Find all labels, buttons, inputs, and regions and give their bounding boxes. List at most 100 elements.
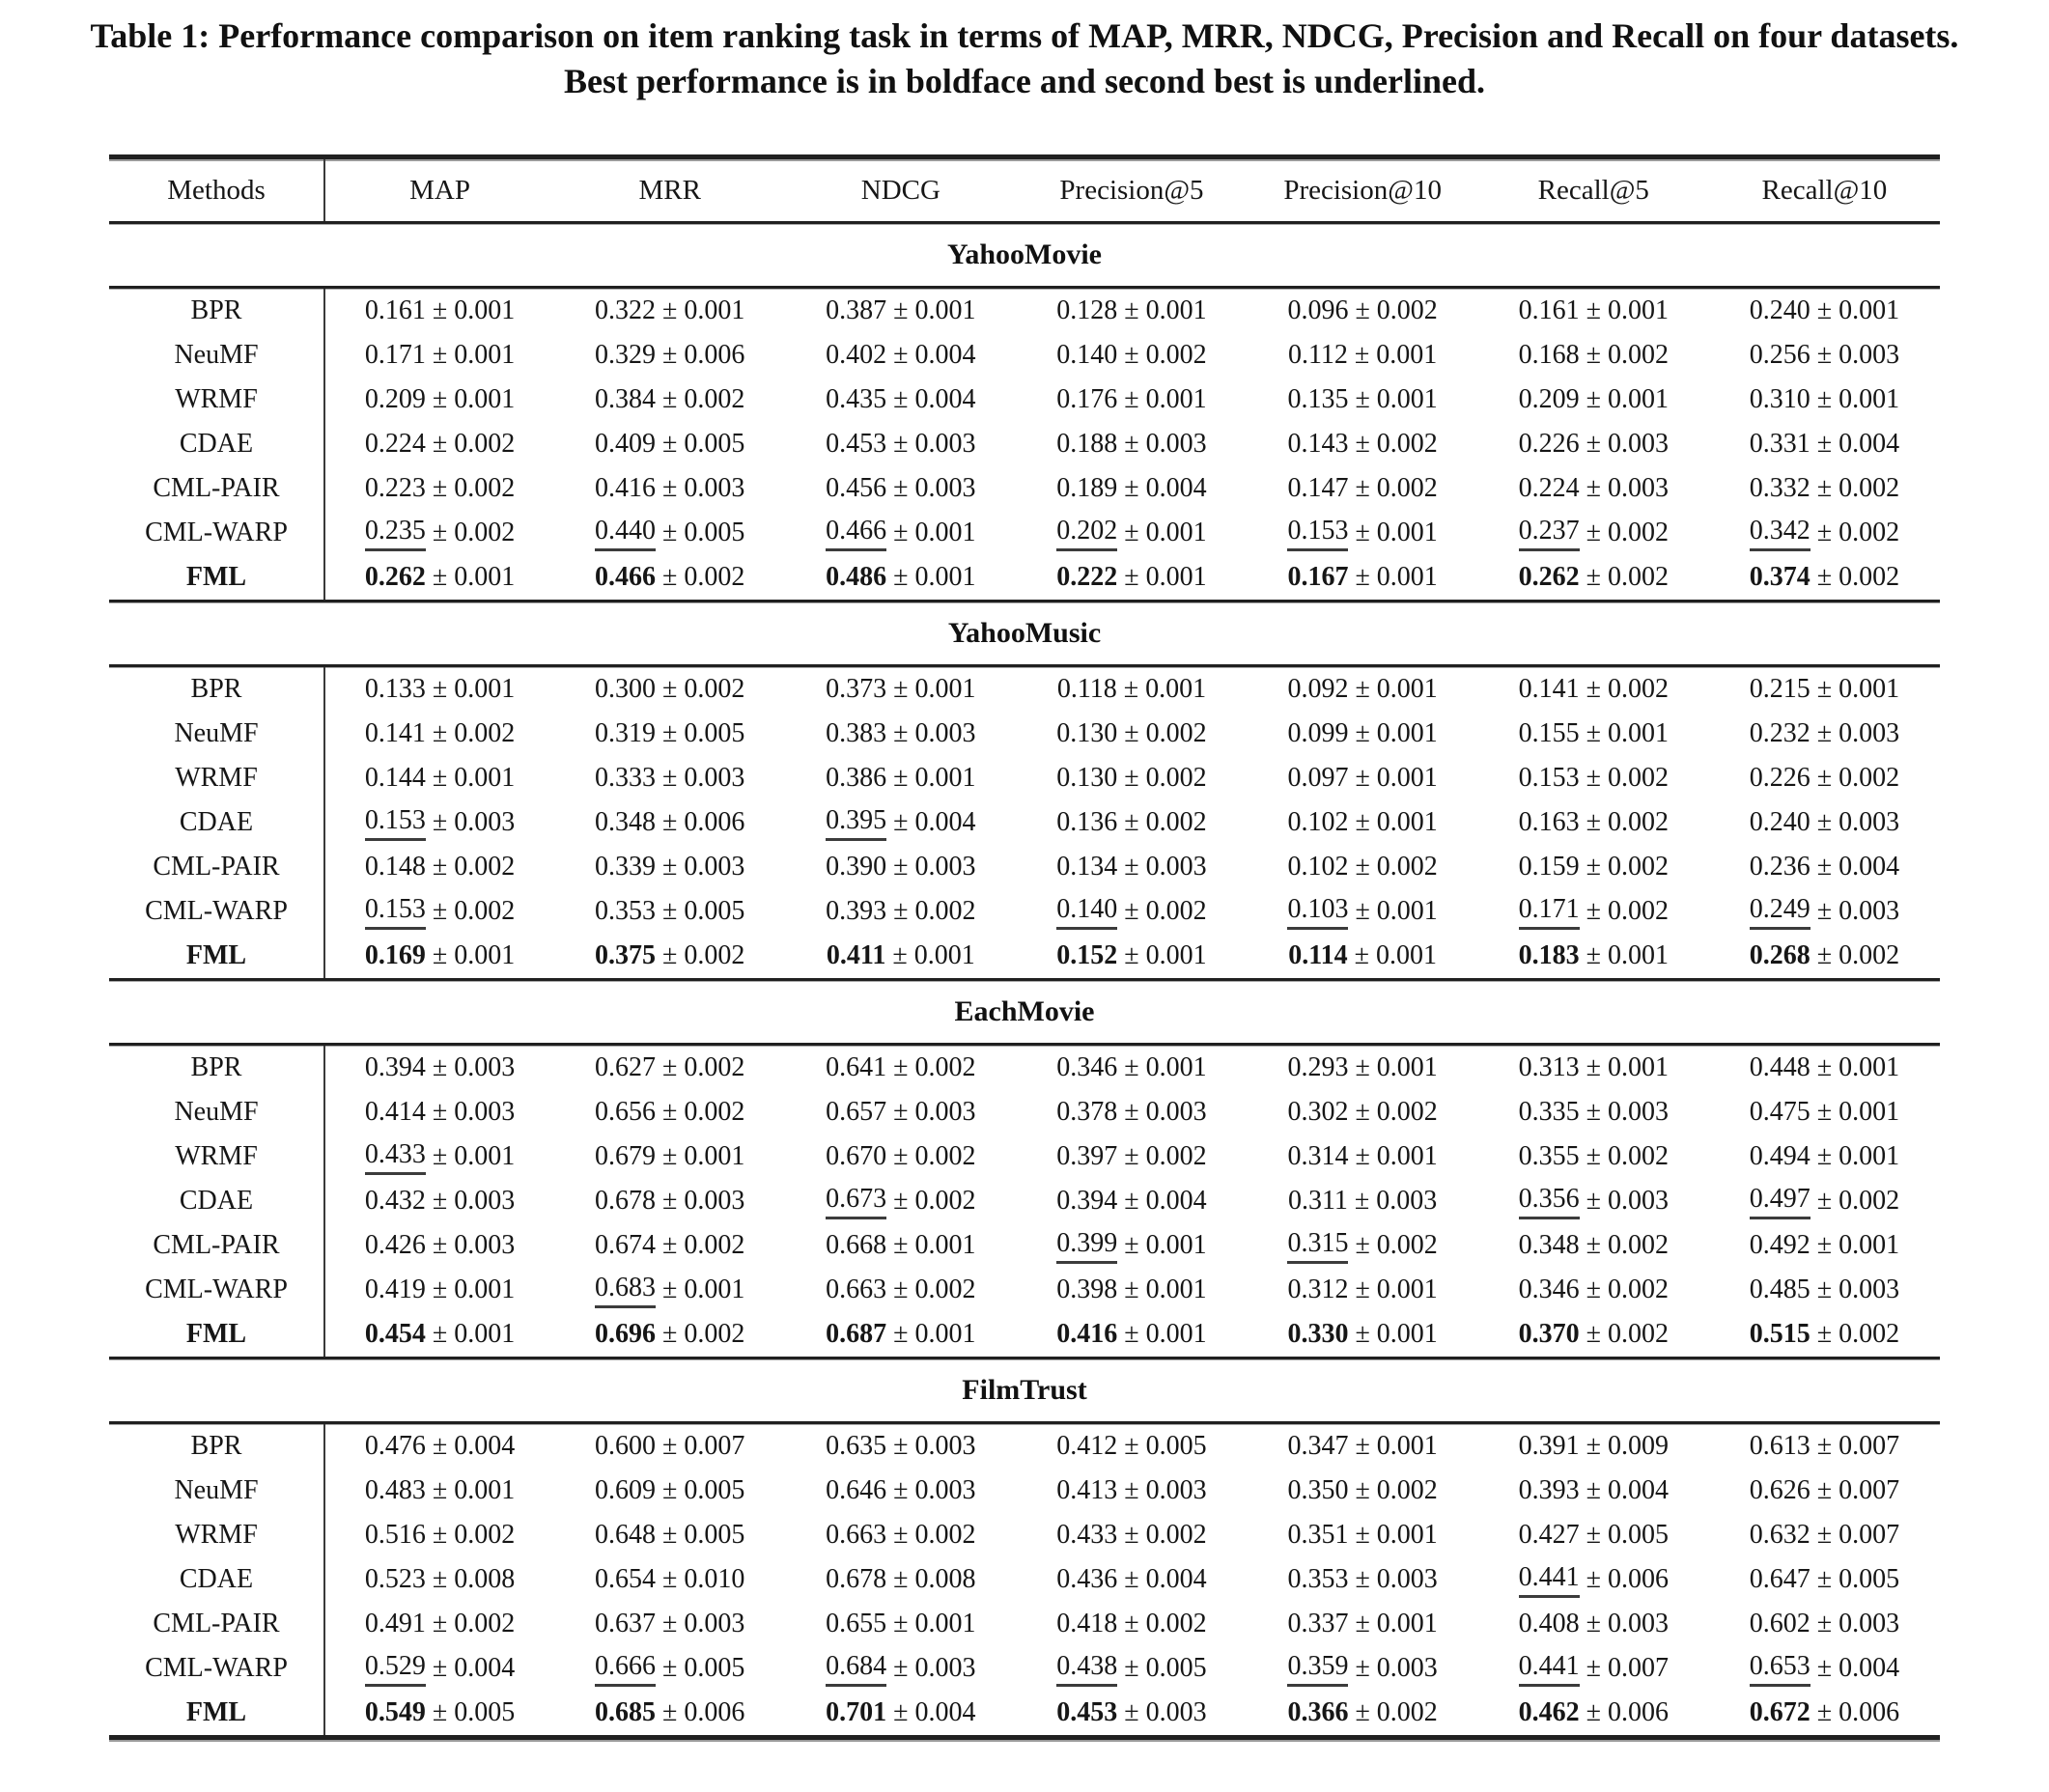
std-dev: ± 0.001 [1586,384,1669,414]
std-dev: ± 0.002 [662,1097,745,1127]
table-row: CML-PAIR 0.491 ± 0.002 0.637 ± 0.003 0.655 ± 0… [109,1602,1940,1646]
metric-value: 0.209 [364,384,426,414]
std-dev: ± 0.001 [1124,518,1207,547]
std-dev: ± 0.002 [1816,473,1900,503]
std-dev: ± 0.003 [432,1097,516,1127]
best-value: 0.374 [1749,562,1810,592]
metric-cell: 0.342 ± 0.002 [1709,511,1940,555]
best-value: 0.375 [595,940,657,970]
best-value: 0.486 [826,562,887,592]
best-value: 0.262 [364,562,426,592]
metric-value: 0.112 [1287,340,1348,370]
std-dev: ± 0.002 [1816,562,1900,592]
std-dev: ± 0.002 [1355,295,1438,325]
metric-cell: 0.408 ± 0.003 [1478,1602,1709,1646]
std-dev: ± 0.004 [432,1653,516,1683]
std-dev: ± 0.007 [662,1431,745,1461]
performance-table: Methods MAP MRR NDCG Precision@5 Precision@10… [109,154,1940,1740]
std-dev: ± 0.001 [1124,562,1207,592]
metric-cell: 0.102 ± 0.002 [1248,845,1478,889]
table-row: CDAE 0.153 ± 0.003 0.348 ± 0.006 0.395 ± 0.004… [109,800,1940,845]
method-label: CML-PAIR [153,852,280,882]
table-row: CDAE 0.224 ± 0.002 0.409 ± 0.005 0.453 ± 0.003… [109,422,1940,466]
best-value: 0.152 [1056,940,1118,970]
metric-cell: 0.600 ± 0.007 [554,1424,785,1469]
metric-cell: 0.399 ± 0.001 [1016,1223,1247,1268]
metric-value: 0.600 [595,1431,657,1461]
method-label: NeuMF [174,340,259,370]
metric-value: 0.408 [1518,1609,1580,1638]
metric-cell: 0.395 ± 0.004 [785,800,1016,845]
metric-cell: 0.475 ± 0.001 [1709,1090,1940,1134]
std-dev: ± 0.002 [432,896,516,926]
best-value: 0.453 [1056,1697,1118,1727]
second-best-value: 0.441 [1518,1562,1580,1598]
std-dev: ± 0.001 [1355,562,1438,592]
metric-cell: 0.426 ± 0.003 [323,1223,554,1268]
metric-value: 0.432 [364,1186,426,1216]
metric-cell: 0.366 ± 0.002 [1248,1691,1478,1735]
metric-cell: 0.114 ± 0.001 [1248,934,1478,978]
second-best-value: 0.342 [1749,516,1810,551]
std-dev: ± 0.001 [432,562,516,592]
best-value: 0.672 [1749,1697,1810,1727]
table-row: BPR 0.161 ± 0.001 0.322 ± 0.001 0.387 ± 0.001 0… [109,289,1940,333]
metric-value: 0.602 [1749,1609,1810,1638]
std-dev: ± 0.001 [662,1141,745,1171]
metric-cell: 0.224 ± 0.003 [1478,466,1709,511]
metric-cell: 0.223 ± 0.002 [323,466,554,511]
std-dev: ± 0.002 [1586,1141,1669,1171]
metric-value: 0.346 [1518,1274,1580,1304]
metric-cell: 0.696 ± 0.002 [554,1312,785,1357]
metric-cell: 0.312 ± 0.001 [1248,1268,1478,1312]
metric-value: 0.314 [1287,1141,1349,1171]
metric-cell: 0.435 ± 0.004 [785,378,1016,422]
section-rule [109,1357,1940,1359]
std-dev: ± 0.007 [1816,1431,1900,1461]
metric-value: 0.163 [1518,807,1580,837]
metric-cell: 0.235 ± 0.002 [323,511,554,555]
second-best-value: 0.153 [364,894,426,930]
metric-cell: 0.135 ± 0.001 [1248,378,1478,422]
metric-cell: 0.416 ± 0.001 [1016,1312,1247,1357]
metric-cell: 0.394 ± 0.004 [1016,1179,1247,1223]
std-dev: ± 0.005 [662,718,745,748]
metric-value: 0.153 [1518,763,1580,793]
std-dev: ± 0.001 [893,674,976,704]
metric-value: 0.130 [1056,718,1118,748]
section-rule [109,978,1940,981]
metric-cell: 0.370 ± 0.002 [1478,1312,1709,1357]
std-dev: ± 0.001 [1124,940,1207,970]
std-dev: ± 0.004 [893,807,976,837]
std-dev: ± 0.002 [432,1609,516,1638]
metric-cell: 0.433 ± 0.001 [323,1134,554,1179]
std-dev: ± 0.005 [662,518,745,547]
method-label: CML-PAIR [153,1609,280,1638]
metric-cell: 0.666 ± 0.005 [554,1646,785,1691]
std-dev: ± 0.003 [1816,340,1900,370]
best-value: 0.370 [1518,1319,1580,1349]
metric-cell: 0.390 ± 0.003 [785,845,1016,889]
table-row: FML 0.454 ± 0.001 0.696 ± 0.002 0.687 ± 0.001 0… [109,1312,1940,1357]
metric-cell: 0.310 ± 0.001 [1709,378,1940,422]
table-row: CML-WARP 0.153 ± 0.002 0.353 ± 0.005 0.393 ± 0… [109,889,1940,934]
metric-value: 0.670 [826,1141,887,1171]
metric-value: 0.140 [1056,340,1118,370]
metric-cell: 0.313 ± 0.001 [1478,1046,1709,1090]
metric-value: 0.155 [1518,718,1580,748]
std-dev: ± 0.002 [893,1052,976,1082]
std-dev: ± 0.002 [662,1319,745,1349]
metric-cell: 0.335 ± 0.003 [1478,1090,1709,1134]
section-rule [109,286,1940,289]
section-rule [109,600,1940,602]
std-dev: ± 0.004 [1124,1564,1207,1594]
std-dev: ± 0.007 [1586,1653,1669,1683]
metric-cell: 0.092 ± 0.001 [1248,667,1478,712]
metric-cell: 0.329 ± 0.006 [554,333,785,378]
method-label: CDAE [179,429,254,459]
std-dev: ± 0.002 [1124,1609,1207,1638]
column-header-ndcg: NDCG [860,174,940,206]
metric-cell: 0.153 ± 0.003 [323,800,554,845]
metric-cell: 0.602 ± 0.003 [1709,1602,1940,1646]
metric-cell: 0.456 ± 0.003 [785,466,1016,511]
